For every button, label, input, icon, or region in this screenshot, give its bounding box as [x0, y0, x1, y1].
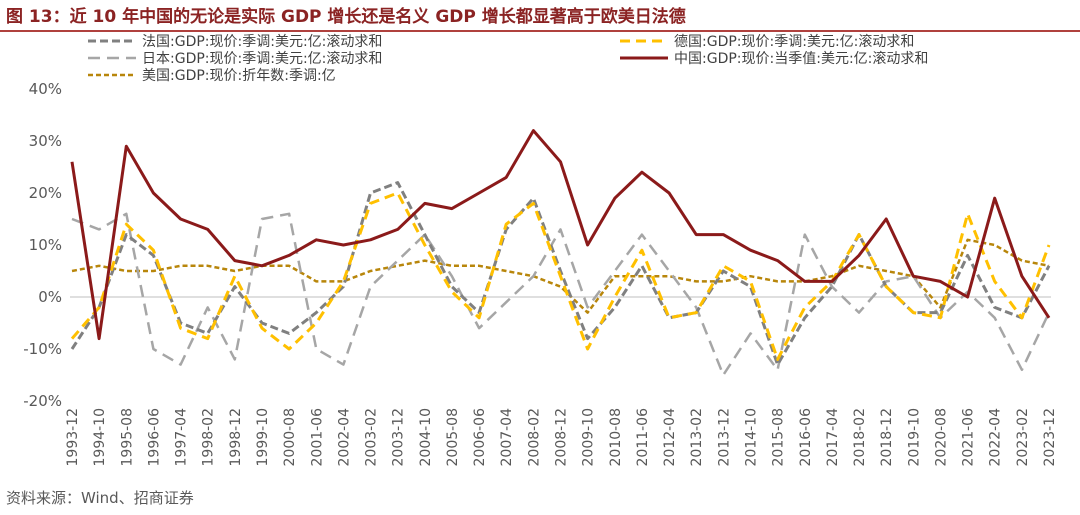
series-line-1 [70, 191, 1051, 361]
x-tick-label: 2022-04 [988, 408, 1004, 467]
y-axis: 40% 30% 20% 10% 0% -10% -20% [23, 80, 62, 410]
x-tick-label: 2019-10 [906, 408, 922, 467]
x-tick-label: 2017-04 [825, 408, 841, 467]
x-tick-label: 2002-04 [336, 408, 352, 467]
x-tick-label: 2014-10 [743, 408, 759, 467]
y-tick-label: -10% [23, 340, 62, 358]
x-tick-label: 2023-12 [1042, 408, 1058, 467]
x-tick-label: 2011-06 [635, 408, 651, 467]
x-tick-label: 2006-06 [472, 408, 488, 467]
x-tick-label: 2003-12 [391, 408, 407, 467]
x-tick-label: 1999-10 [255, 408, 271, 467]
series-line-3 [70, 129, 1051, 341]
legend-label: 中国:GDP:现价:当季值:美元:亿:滚动求和 [674, 50, 928, 67]
x-tick-label: 1993-12 [65, 408, 81, 467]
x-tick-label: 2001-06 [309, 408, 325, 467]
x-tick-label: 1996-06 [146, 408, 162, 467]
x-tick-label: 2000-08 [282, 408, 298, 467]
x-tick-label: 1998-02 [201, 408, 217, 467]
plot-lines [70, 129, 1051, 377]
x-tick-label: 2015-08 [771, 408, 787, 467]
x-tick-label: 2008-12 [554, 408, 570, 467]
x-tick-label: 2018-02 [852, 408, 868, 467]
x-tick-label: 1997-04 [174, 408, 190, 467]
source-note: 资料来源：Wind、招商证券 [6, 489, 194, 507]
legend-label: 德国:GDP:现价:季调:美元:亿:滚动求和 [674, 33, 914, 50]
y-tick-label: 20% [29, 184, 62, 202]
chart-title: 图 13：近 10 年中国的无论是实际 GDP 增长还是名义 GDP 增长都显著… [6, 7, 686, 27]
legend: 法国:GDP:现价:季调:美元:亿:滚动求和 德国:GDP:现价:季调:美元:亿:… [88, 33, 928, 84]
x-tick-label: 1998-12 [228, 408, 244, 467]
x-tick-label: 2012-04 [662, 408, 678, 467]
x-tick-label: 2005-08 [445, 408, 461, 467]
x-tick-label: 2003-02 [364, 408, 380, 467]
x-tick-label: 1994-10 [92, 408, 108, 467]
y-tick-label: 0% [38, 288, 62, 306]
legend-label: 日本:GDP:现价:季调:美元:亿:滚动求和 [142, 50, 382, 67]
x-tick-label: 2013-12 [716, 408, 732, 467]
x-tick-label: 2009-10 [581, 408, 597, 467]
y-tick-label: 10% [29, 236, 62, 254]
x-tick-label: 2018-12 [879, 408, 895, 467]
x-tick-label: 1995-08 [119, 408, 135, 467]
title-divider [0, 30, 1080, 32]
x-tick-label: 2023-02 [1015, 408, 1031, 467]
x-axis: 1993-12 1994-10 1995-08 1996-06 1997-04 1998-… [65, 296, 1058, 467]
x-tick-label: 2007-04 [499, 408, 515, 467]
x-tick-label: 2013-02 [689, 408, 705, 467]
y-tick-label: 40% [29, 80, 62, 98]
series-line-4 [71, 238, 1050, 314]
series-line-2 [71, 212, 1051, 377]
x-tick-label: 2020-08 [933, 408, 949, 467]
x-tick-label: 2004-10 [418, 408, 434, 467]
legend-label: 法国:GDP:现价:季调:美元:亿:滚动求和 [142, 33, 382, 50]
y-tick-label: -20% [23, 392, 62, 410]
legend-label: 美国:GDP:现价:折年数:季调:亿 [142, 68, 336, 84]
y-tick-label: 30% [29, 132, 62, 150]
x-tick-label: 2021-06 [961, 408, 977, 467]
x-tick-label: 2016-06 [798, 408, 814, 467]
chart-area: 法国:GDP:现价:季调:美元:亿:滚动求和 德国:GDP:现价:季调:美元:亿:… [23, 33, 1058, 467]
x-tick-label: 2008-02 [526, 408, 542, 467]
x-tick-label: 2010-08 [608, 408, 624, 467]
